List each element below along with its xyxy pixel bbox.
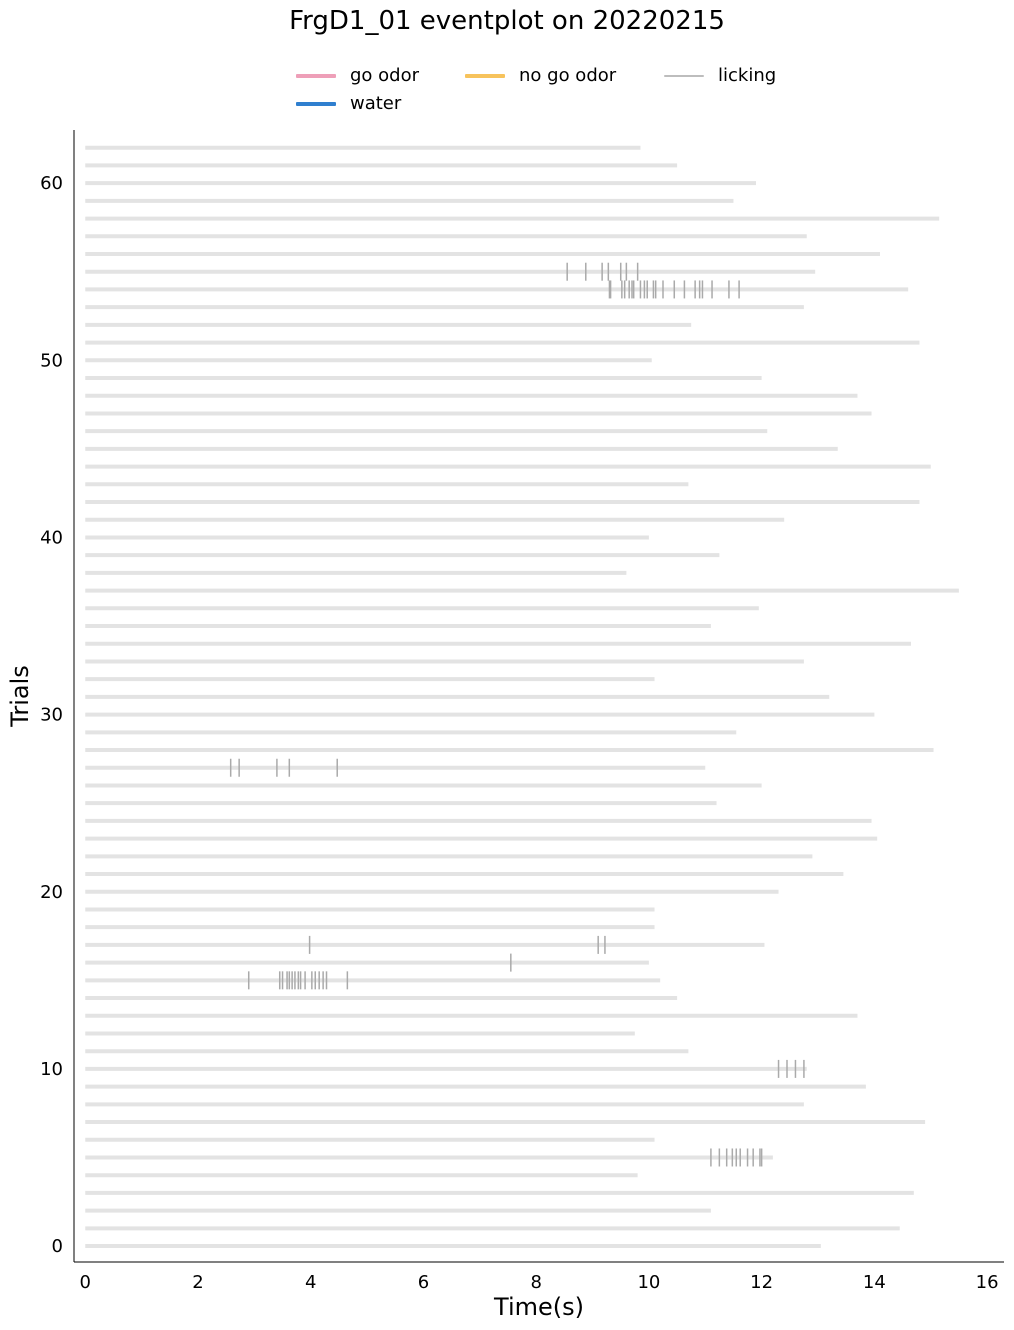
chart-title: FrgD1_01 eventplot on 20220215 [289,6,725,36]
y-tick-label: 30 [40,705,63,726]
legend-item-water: water [296,93,401,114]
x-tick-label: 6 [418,1272,429,1293]
y-tick-label: 20 [40,882,63,903]
x-tick-label: 12 [750,1272,773,1293]
legend-swatch-no-go-odor [465,73,505,78]
y-tick-label: 60 [40,173,63,194]
legend-label-licking: licking [718,65,777,86]
legend-item-licking: licking [664,65,776,86]
x-tick-label: 14 [863,1272,886,1293]
y-tick-label: 0 [52,1236,63,1257]
x-axis-label: Time(s) [493,1293,584,1321]
y-axis-label: Trials [6,665,34,728]
legend-swatch-licking [664,74,704,77]
legend-swatch-go-odor [296,73,336,78]
legend-item-go-odor: go odor [296,65,419,86]
x-tick-label: 16 [976,1272,999,1293]
legend-swatch-water [296,101,336,106]
legend: go odor water no go odor licking [296,62,816,118]
x-tick-label: 0 [80,1272,91,1293]
y-tick-label: 10 [40,1059,63,1080]
x-tick-label: 4 [305,1272,316,1293]
y-tick-label: 50 [40,350,63,371]
legend-label-go-odor: go odor [350,65,420,86]
legend-label-no-go-odor: no go odor [519,65,617,86]
y-tick-label: 40 [40,527,63,548]
x-tick-label: 10 [637,1272,660,1293]
legend-item-no-go-odor: no go odor [465,65,616,86]
x-tick-label: 8 [530,1272,541,1293]
legend-label-water: water [350,93,402,114]
x-tick-label: 2 [192,1272,203,1293]
